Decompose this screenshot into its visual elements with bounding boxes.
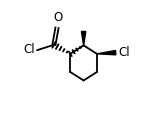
Text: Cl: Cl: [24, 43, 35, 56]
Polygon shape: [82, 31, 86, 45]
Polygon shape: [97, 50, 116, 55]
Text: O: O: [53, 11, 62, 24]
Text: Cl: Cl: [118, 45, 130, 59]
